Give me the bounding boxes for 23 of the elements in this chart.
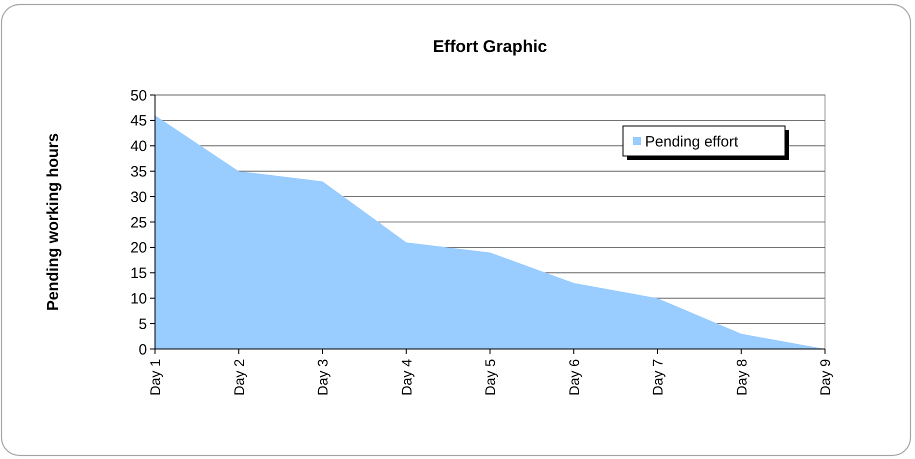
y-tick-label: 30 <box>130 188 147 206</box>
x-tick-label: Day 5 <box>482 358 498 396</box>
y-tick-label: 5 <box>138 316 147 333</box>
x-tick-label: Day 3 <box>314 358 330 396</box>
y-tick-label: 45 <box>130 112 147 130</box>
x-tick-label: Day 7 <box>650 358 666 396</box>
legend-label: Pending effort <box>645 133 739 150</box>
y-tick-label: 0 <box>138 341 147 358</box>
y-axis-title: Pending working hours <box>45 133 62 311</box>
chart-title: Effort Graphic <box>432 37 548 56</box>
x-tick-label: Day 8 <box>733 358 750 396</box>
x-tick-label: Day 9 <box>817 358 833 396</box>
x-tick-label: Day 1 <box>147 358 163 396</box>
x-tick-label: Day 4 <box>398 358 414 396</box>
y-tick-label: 40 <box>130 138 147 156</box>
y-tick-label: 50 <box>130 87 147 104</box>
y-tick-label: 15 <box>130 265 147 282</box>
y-tick-label: 35 <box>130 163 147 180</box>
y-tick-label: 25 <box>130 214 147 232</box>
y-tick-label: 10 <box>130 290 147 308</box>
x-tick-label: Day 6 <box>566 358 582 396</box>
y-tick-label: 20 <box>130 240 147 257</box>
x-tick-label: Day 2 <box>230 358 247 396</box>
